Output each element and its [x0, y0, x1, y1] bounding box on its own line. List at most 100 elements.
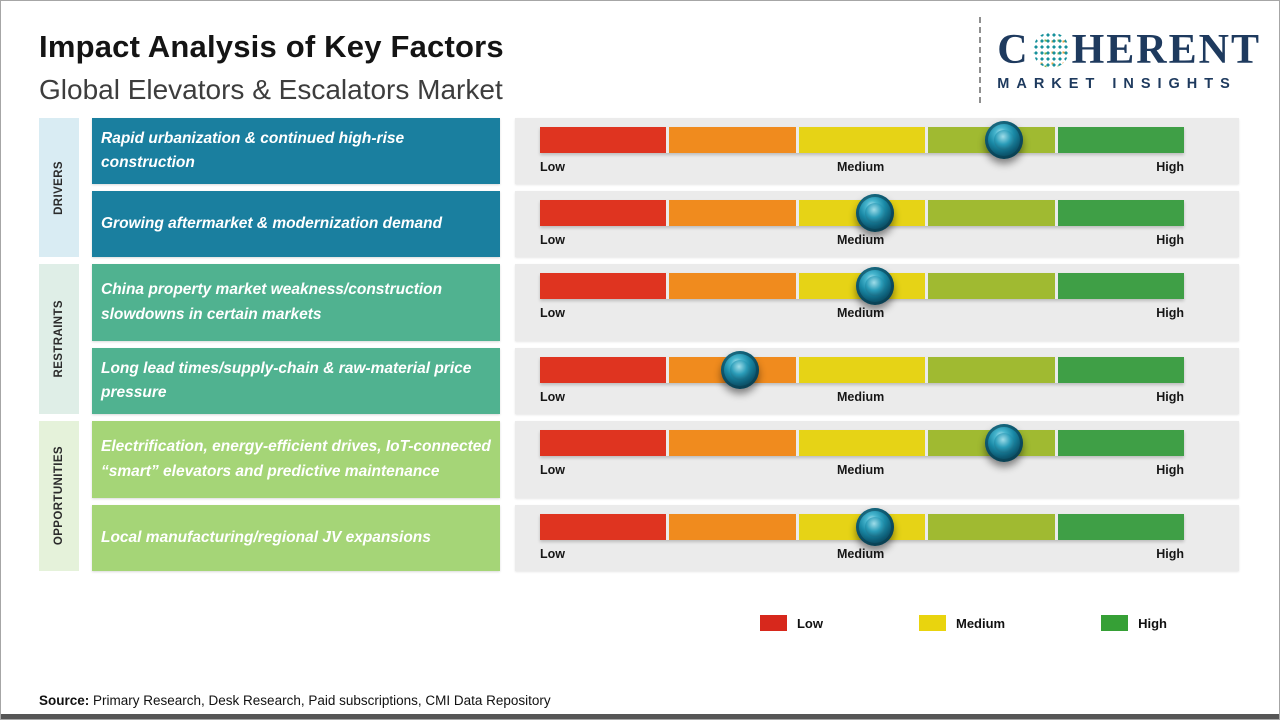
scale-high-label: High [1156, 547, 1184, 561]
impact-marker-6[interactable] [855, 508, 894, 546]
impact-bar-panel-6: Low Medium High [515, 505, 1239, 571]
scale-medium-label: Medium [836, 390, 885, 404]
opportunities-group: OPPORTUNITIES Electrification, energy-ef… [39, 421, 1239, 571]
impact-marker-4[interactable] [720, 351, 759, 389]
factor-label-box-4: Long lead times/supply-chain & raw-mater… [92, 348, 500, 414]
globe-icon [1032, 32, 1069, 68]
impact-bar-panel-5: Low Medium High [515, 421, 1239, 498]
scale-low-label: Low [540, 390, 565, 404]
page-subtitle: Global Elevators & Escalators Market [39, 74, 503, 105]
scale-medium-label: Medium [836, 306, 885, 320]
impact-bar-panel-2: Low Medium High [515, 191, 1239, 257]
logo-text-c: C [997, 27, 1030, 73]
legend-label-medium: Medium [955, 615, 1006, 631]
factor-row-4: Long lead times/supply-chain & raw-mater… [92, 348, 1239, 414]
scale-low-label: Low [540, 547, 565, 561]
logo: C HERENT MARKET INSIGHTS [997, 29, 1261, 103]
factor-row-5: Electrification, energy-efficient drives… [92, 421, 1239, 498]
legend-swatch-low [759, 615, 787, 631]
bar-segment-green [1057, 430, 1185, 456]
source-prefix: Source: [39, 693, 90, 708]
scale-low-label: Low [540, 160, 565, 174]
bar-segment-orange [669, 430, 796, 456]
scale-labels: Low Medium High [540, 226, 1184, 247]
impact-marker-2[interactable] [855, 194, 894, 232]
bar-segment-green [1057, 200, 1185, 226]
logo-divider [979, 17, 982, 103]
factor-label-6: Local manufacturing/regional JV expansio… [101, 528, 431, 546]
legend-item-medium: Medium [918, 615, 1006, 631]
bar-segment-yellowgreen [928, 514, 1055, 540]
bar-segment-orange [669, 127, 796, 153]
factor-label-box-6: Local manufacturing/regional JV expansio… [92, 505, 500, 571]
scale-high-label: High [1156, 233, 1184, 247]
page-title: Impact Analysis of Key Factors [39, 29, 504, 64]
restraints-strip: RESTRAINTS [39, 264, 79, 414]
source-line: Source: Primary Research, Desk Research,… [39, 693, 551, 708]
scale-high-label: High [1156, 306, 1184, 320]
scale-high-label: High [1156, 463, 1184, 477]
scale-low-label: Low [540, 463, 565, 477]
factor-label-box-1: Rapid urbanization & continued high-rise… [92, 118, 500, 184]
drivers-strip-label: DRIVERS [53, 160, 65, 215]
bar-segment-orange [669, 200, 796, 226]
bar-segment-red [540, 127, 667, 153]
impact-bar-panel-1: Low Medium High [515, 118, 1239, 184]
opportunities-strip: OPPORTUNITIES [39, 421, 79, 571]
logo-text-herent: HERENT [1071, 27, 1261, 73]
bar-segment-yellow [798, 357, 926, 383]
impact-bar-panel-3: Low Medium High [515, 264, 1239, 341]
factor-label-5: Electrification, energy-efficient drives… [101, 438, 491, 480]
legend: Low Medium High [1, 615, 1167, 631]
scale-labels: Low Medium High [540, 383, 1184, 404]
legend-swatch-high [1101, 615, 1129, 631]
factor-label-box-3: China property market weakness/construct… [92, 264, 500, 341]
scale-medium-label: Medium [836, 547, 885, 561]
impact-bar-4 [540, 357, 1185, 383]
impact-bar-1 [540, 127, 1185, 153]
source-text: Primary Research, Desk Research, Paid su… [89, 693, 551, 708]
factor-label-3: China property market weakness/construct… [101, 281, 443, 323]
factor-row-1: Rapid urbanization & continued high-rise… [92, 118, 1239, 184]
impact-chart: DRIVERS Rapid urbanization & continued h… [1, 112, 1279, 571]
legend-swatch-medium [918, 615, 946, 631]
legend-label-high: High [1138, 615, 1167, 631]
restraints-strip-label: RESTRAINTS [53, 300, 65, 378]
factor-row-3: China property market weakness/construct… [92, 264, 1239, 341]
scale-medium-label: Medium [836, 463, 885, 477]
scale-low-label: Low [540, 306, 565, 320]
bar-segment-red [540, 273, 667, 299]
bar-segment-red [540, 357, 667, 383]
scale-high-label: High [1156, 390, 1184, 404]
impact-bar-3 [540, 273, 1185, 299]
drivers-strip: DRIVERS [39, 118, 79, 257]
header: Impact Analysis of Key Factors Global El… [1, 1, 1279, 112]
brand-logo: C HERENT MARKET INSIGHTS [979, 17, 1261, 103]
bar-segment-yellow [798, 430, 926, 456]
impact-marker-3[interactable] [855, 267, 894, 305]
bar-segment-yellowgreen [928, 357, 1055, 383]
factor-row-6: Local manufacturing/regional JV expansio… [92, 505, 1239, 571]
impact-marker-5[interactable] [984, 424, 1023, 462]
bar-segment-yellowgreen [928, 273, 1055, 299]
factor-label-1: Rapid urbanization & continued high-rise… [101, 129, 405, 171]
factor-label-2: Growing aftermarket & modernization dema… [101, 214, 443, 232]
logo-tagline: MARKET INSIGHTS [997, 76, 1237, 92]
impact-bar-5 [540, 430, 1185, 456]
bar-segment-green [1057, 273, 1185, 299]
scale-medium-label: Medium [836, 160, 885, 174]
opportunities-strip-label: OPPORTUNITIES [53, 446, 65, 546]
scale-labels: Low Medium High [540, 456, 1184, 477]
bar-segment-red [540, 430, 667, 456]
bar-segment-red [540, 200, 667, 226]
scale-high-label: High [1156, 160, 1184, 174]
restraints-group: RESTRAINTS China property market weaknes… [39, 264, 1239, 414]
factor-row-2: Growing aftermarket & modernization dema… [92, 191, 1239, 257]
legend-label-low: Low [796, 615, 823, 631]
drivers-group: DRIVERS Rapid urbanization & continued h… [39, 118, 1239, 257]
bar-segment-yellowgreen [928, 200, 1055, 226]
factor-label-4: Long lead times/supply-chain & raw-mater… [101, 359, 472, 401]
impact-marker-1[interactable] [984, 121, 1023, 159]
scale-labels: Low Medium High [540, 540, 1184, 561]
